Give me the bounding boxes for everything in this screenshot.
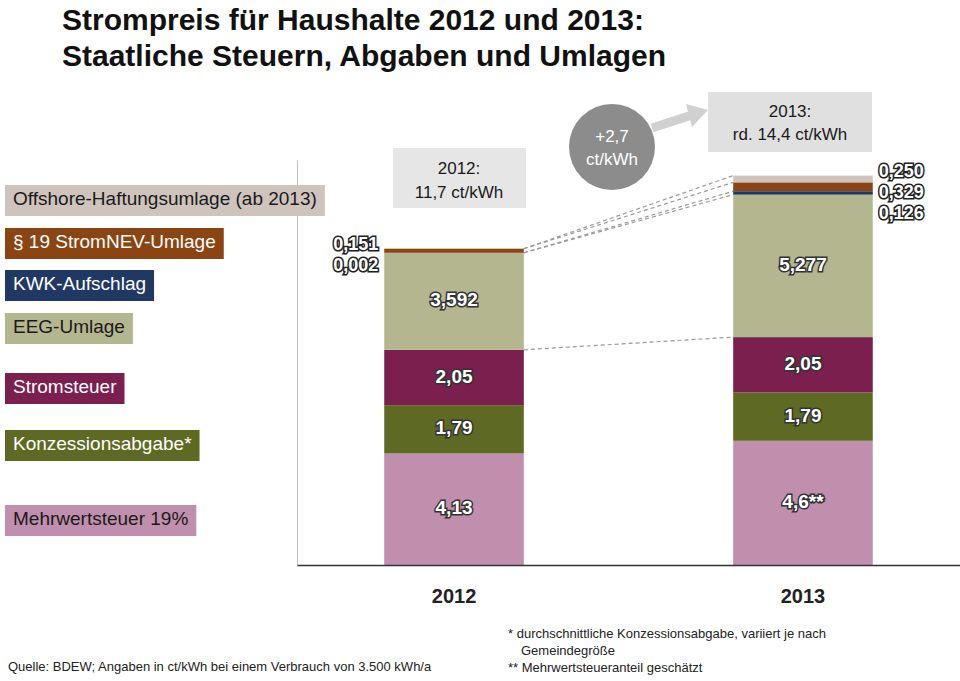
data-labels: 4,13 1,79 2,05 3,592 4,6** 1,79 2,05 5,277 0,151… bbox=[333, 161, 924, 518]
legend: Mehrwertsteuer 19% Konzessionsabgabe* Stro… bbox=[5, 185, 325, 536]
data-label: 2,05 bbox=[436, 366, 473, 387]
data-label: 2,05 bbox=[784, 353, 821, 374]
title: Strompreis für Haushalte 2012 und 2013: bbox=[62, 3, 644, 36]
bar-segment bbox=[733, 176, 873, 183]
bar-segment bbox=[384, 405, 524, 453]
y-axis bbox=[297, 161, 298, 566]
bar-segment bbox=[384, 453, 524, 565]
source: Quelle: BDEW; Angaben in ct/kWh bei eine… bbox=[8, 659, 432, 674]
annotation-text: +2,7 bbox=[595, 127, 629, 146]
legend-label: EEG-Umlage bbox=[13, 316, 125, 337]
x-tick-label: 2013 bbox=[781, 585, 826, 607]
annotations: 2012: 11,7 ct/kWh +2,7 ct/kWh 2013: rd. 14,4 … bbox=[393, 92, 872, 208]
legend-swatch bbox=[5, 430, 200, 461]
subtitle: Staatliche Steuern, Abgaben und Umlagen bbox=[62, 39, 666, 72]
legend-swatch bbox=[5, 373, 124, 404]
footnote: Gemeindegröße bbox=[521, 643, 615, 658]
annotation-box bbox=[393, 148, 526, 208]
x-axis-line bbox=[298, 565, 960, 567]
data-label: 3,592 bbox=[430, 289, 478, 310]
legend-swatch bbox=[5, 228, 224, 259]
data-label: 0,250 bbox=[879, 161, 924, 181]
legend-item: § 19 StromNEV-Umlage bbox=[5, 228, 224, 259]
arrow-head bbox=[686, 104, 708, 127]
legend-swatch bbox=[5, 185, 325, 216]
x-tick: 2012 bbox=[432, 585, 477, 607]
footnote: ** Mehrwertsteueranteil geschätzt bbox=[508, 660, 703, 675]
legend-item: EEG-Umlage bbox=[5, 313, 133, 344]
annotation-text: rd. 14,4 ct/kWh bbox=[733, 125, 847, 144]
data-label: 4,13 bbox=[436, 497, 473, 518]
annotation-text: 11,7 ct/kWh bbox=[415, 183, 504, 202]
legend-item: Mehrwertsteuer 19% bbox=[5, 505, 196, 536]
connector-line bbox=[524, 191, 733, 253]
bar-segment bbox=[733, 392, 873, 440]
legend-label: Offshore-Haftungsumlage (ab 2013) bbox=[13, 188, 317, 209]
arrow-shaft bbox=[652, 115, 692, 128]
data-label: 0,126 bbox=[879, 203, 924, 223]
annotation-text: 2013: bbox=[769, 102, 812, 121]
data-label: 1,79 bbox=[436, 417, 473, 438]
bar-segment bbox=[733, 337, 873, 392]
connector-line bbox=[524, 195, 733, 253]
data-label: 0,002 bbox=[333, 255, 378, 275]
bar-segment bbox=[733, 191, 873, 194]
annotation: 2013: rd. 14,4 ct/kWh bbox=[708, 92, 872, 152]
data-label: 0,151 bbox=[333, 234, 378, 254]
x-tick-label: 2012 bbox=[432, 585, 477, 607]
bar-segment bbox=[733, 441, 873, 565]
data-label: 1,79 bbox=[784, 405, 821, 426]
data-label: 0,329 bbox=[879, 182, 924, 202]
data-label: 4,6** bbox=[782, 491, 824, 512]
bar-segment bbox=[384, 350, 524, 405]
x-axis: 2012 2013 bbox=[298, 566, 960, 608]
bar-segment bbox=[733, 195, 873, 337]
bar-segment bbox=[384, 253, 524, 350]
legend-item: Konzessionsabgabe* bbox=[5, 430, 200, 461]
legend-item: KWK-Aufschlag bbox=[5, 270, 154, 301]
annotation-text: ct/kWh bbox=[586, 150, 638, 169]
connectors bbox=[524, 176, 733, 350]
legend-label: Stromsteuer bbox=[13, 376, 117, 397]
y-axis-line bbox=[297, 161, 298, 566]
footnote: * durchschnittliche Konzessionsabgabe, v… bbox=[508, 626, 826, 641]
connector-line bbox=[524, 182, 733, 248]
legend-label: Mehrwertsteuer 19% bbox=[13, 508, 188, 529]
annotation-box bbox=[708, 92, 872, 152]
data-label: 5,277 bbox=[779, 254, 827, 275]
legend-label: Konzessionsabgabe* bbox=[13, 433, 192, 454]
legend-swatch bbox=[5, 505, 196, 536]
annotation-circle bbox=[569, 104, 655, 190]
legend-swatch bbox=[5, 313, 133, 344]
bars bbox=[384, 176, 873, 565]
connector-line bbox=[524, 337, 733, 350]
legend-swatch bbox=[5, 270, 154, 301]
legend-item: Stromsteuer bbox=[5, 373, 124, 404]
annotation: 2012: 11,7 ct/kWh bbox=[393, 148, 526, 208]
legend-label: § 19 StromNEV-Umlage bbox=[13, 231, 216, 252]
legend-label: KWK-Aufschlag bbox=[13, 273, 146, 294]
background bbox=[0, 0, 960, 681]
x-tick: 2013 bbox=[781, 585, 826, 607]
bar-segment bbox=[733, 182, 873, 191]
legend-item: Offshore-Haftungsumlage (ab 2013) bbox=[5, 185, 325, 216]
annotation-text: 2012: bbox=[438, 159, 481, 178]
chart: Strompreis für Haushalte 2012 und 2013:S… bbox=[0, 0, 960, 681]
bar-segment bbox=[384, 249, 524, 253]
annotation: +2,7 ct/kWh bbox=[569, 104, 655, 190]
